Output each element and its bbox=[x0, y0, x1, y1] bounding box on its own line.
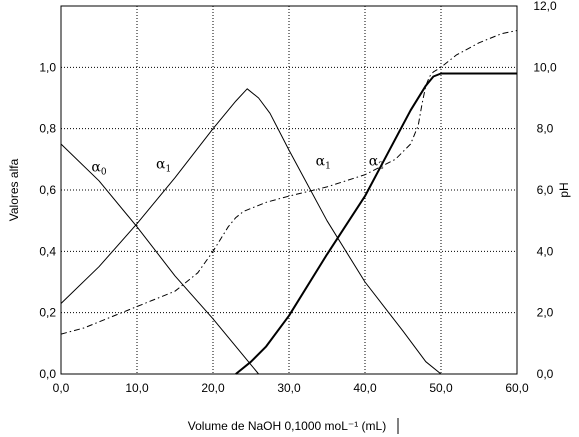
curve-label: α1 bbox=[156, 157, 171, 175]
series-line-2 bbox=[235, 72, 517, 375]
x-axis-title: Volume de NaOH 0,1000 moL⁻¹ (mL) bbox=[188, 419, 386, 433]
x-tick-label: 0,0 bbox=[53, 381, 70, 395]
x-tick-labels: 0,0 10,0 20,0 30,0 40,0 50,0 60,0 bbox=[53, 381, 529, 395]
series-group bbox=[60, 30, 518, 375]
y-right-tick-labels: 0,0 2,0 4,0 6,0 8,0 10,0 12,0 bbox=[533, 0, 557, 381]
y-right-tick-label: 6,0 bbox=[537, 183, 554, 197]
y-right-tick-label: 10,0 bbox=[533, 60, 557, 74]
plot-frame bbox=[60, 5, 518, 375]
series-line-3 bbox=[60, 30, 518, 335]
y-right-tick-label: 12,0 bbox=[533, 0, 557, 13]
series-line-0 bbox=[60, 143, 259, 375]
series-line-1 bbox=[60, 88, 442, 375]
x-tick-label: 40,0 bbox=[353, 381, 377, 395]
x-tick-label: 50,0 bbox=[429, 381, 453, 395]
curve-labels: α0 α1 α1 α2 bbox=[91, 153, 384, 177]
y-left-tick-label: 1,0 bbox=[39, 60, 56, 74]
y-right-tick-label: 4,0 bbox=[537, 244, 554, 258]
y-left-tick-labels: 0,0 0,2 0,4 0,6 0,8 1,0 bbox=[39, 60, 56, 381]
curve-label: α0 bbox=[91, 160, 106, 178]
x-tick-label: 10,0 bbox=[125, 381, 149, 395]
y-left-tick-label: 0,8 bbox=[39, 122, 56, 136]
x-tick-label: 20,0 bbox=[201, 381, 225, 395]
curve-label: α1 bbox=[316, 153, 331, 171]
grid bbox=[61, 6, 517, 374]
y-left-tick-label: 0,2 bbox=[39, 306, 56, 320]
y-left-axis-title: Valores alfa bbox=[7, 158, 21, 221]
y-right-tick-label: 8,0 bbox=[537, 122, 554, 136]
x-tick-label: 60,0 bbox=[505, 381, 529, 395]
curve-label: α2 bbox=[369, 153, 384, 171]
y-right-tick-label: 0,0 bbox=[537, 367, 554, 381]
y-left-tick-label: 0,6 bbox=[39, 183, 56, 197]
y-left-tick-label: 0,0 bbox=[39, 367, 56, 381]
y-right-axis-title: pH bbox=[557, 182, 571, 197]
x-tick-label: 30,0 bbox=[277, 381, 301, 395]
y-left-tick-label: 0,4 bbox=[39, 244, 56, 258]
y-right-tick-label: 2,0 bbox=[537, 306, 554, 320]
